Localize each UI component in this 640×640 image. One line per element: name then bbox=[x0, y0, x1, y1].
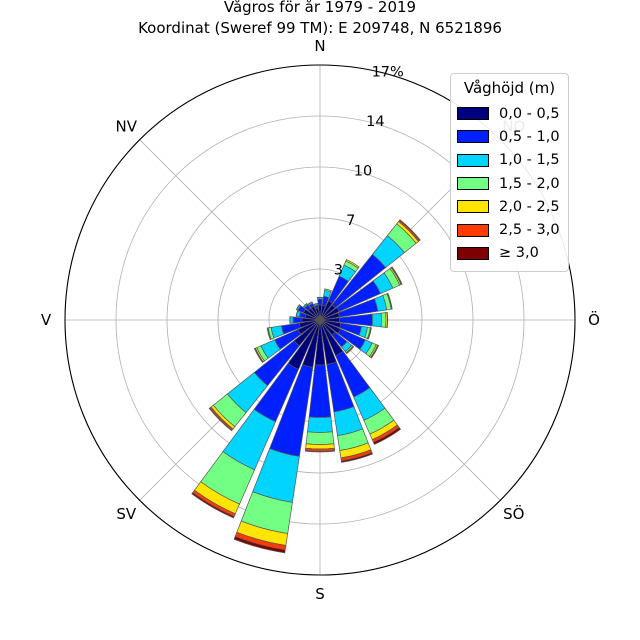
bar-segment-180-3 bbox=[305, 431, 335, 445]
bar-segment-75-5 bbox=[387, 292, 393, 310]
legend-swatch-1 bbox=[457, 130, 489, 144]
chart-subtitle: Koordinat (Sweref 99 TM): E 209748, N 65… bbox=[138, 19, 502, 37]
grid-spoke-7 bbox=[139, 139, 321, 321]
legend-label-5: 2,5 - 3,0 bbox=[499, 222, 560, 239]
bar-segment-45-6 bbox=[399, 219, 421, 241]
radial-tick-label-1: 7 bbox=[346, 213, 355, 229]
rose-bars bbox=[191, 219, 421, 554]
bar-segment-195-6 bbox=[233, 536, 286, 554]
direction-label-N: N bbox=[314, 37, 325, 55]
bar-segment-285-3 bbox=[295, 310, 299, 317]
bar-segment-210-6 bbox=[191, 492, 235, 519]
legend-label-3: 1,5 - 2,0 bbox=[499, 175, 560, 192]
legend-entry-6: ≥ 3,0 bbox=[457, 242, 562, 265]
legend-entry-4: 2,0 - 2,5 bbox=[457, 195, 562, 218]
direction-label-Ö: Ö bbox=[588, 310, 600, 329]
bar-segment-15-3 bbox=[324, 288, 332, 293]
bar-segment-270-1 bbox=[292, 316, 303, 324]
bar-segment-0-1 bbox=[317, 298, 323, 306]
radial-tick-label-2: 10 bbox=[354, 164, 372, 180]
bar-segment-180-4 bbox=[305, 443, 335, 450]
bar-segment-330-3 bbox=[307, 301, 313, 305]
legend-label-2: 1,0 - 1,5 bbox=[499, 152, 560, 169]
legend-label-4: 2,0 - 2,5 bbox=[499, 198, 560, 215]
bar-segment-165-6 bbox=[340, 452, 373, 463]
direction-label-V: V bbox=[41, 311, 52, 329]
bar-segment-60-6 bbox=[391, 266, 403, 285]
bar-segment-105-5 bbox=[367, 327, 372, 340]
bar-segment-90-5 bbox=[386, 312, 389, 328]
direction-label-S: S bbox=[315, 585, 325, 603]
bar-segment-240-6 bbox=[253, 348, 264, 363]
legend-label-6: ≥ 3,0 bbox=[499, 245, 539, 262]
direction-label-SÖ: SÖ bbox=[503, 504, 524, 523]
legend-label-1: 0,5 - 1,0 bbox=[499, 128, 560, 145]
legend-swatch-3 bbox=[457, 177, 489, 191]
radial-tick-label-4: 17% bbox=[372, 65, 404, 81]
bar-segment-90-2 bbox=[371, 312, 382, 328]
direction-label-NV: NV bbox=[116, 117, 138, 135]
polar-frame bbox=[64, 64, 576, 576]
radial-tick-label-0: 3 bbox=[334, 263, 343, 279]
bar-segment-345-3 bbox=[313, 302, 318, 306]
legend-title: Våghöjd (m) bbox=[463, 79, 556, 97]
bar-segment-180-6 bbox=[304, 450, 336, 453]
legend-entry-1: 0,5 - 1,0 bbox=[457, 125, 562, 148]
bar-segment-315-3 bbox=[302, 302, 308, 308]
legend-swatch-4 bbox=[457, 200, 489, 214]
legend-entry-0: 0,0 - 0,5 bbox=[457, 102, 562, 125]
bar-segment-30-4 bbox=[345, 259, 360, 269]
legend: Våghöjd (m) 0,0 - 0,5 0,5 - 1,0 1,0 - 1,5 1… bbox=[450, 73, 569, 273]
bar-segment-180-2 bbox=[307, 416, 333, 433]
bar-segment-120-6 bbox=[370, 345, 380, 359]
radial-tick-label-3: 14 bbox=[366, 114, 384, 130]
direction-label-SV: SV bbox=[116, 505, 137, 523]
legend-swatch-0 bbox=[457, 107, 489, 121]
legend-entry-5: 2,5 - 3,0 bbox=[457, 218, 562, 241]
bar-segment-135-5 bbox=[346, 346, 355, 355]
legend-swatch-5 bbox=[457, 223, 489, 237]
legend-entries: 0,0 - 0,5 0,5 - 1,0 1,0 - 1,5 1,5 - 2,0 2,0 … bbox=[457, 102, 562, 265]
legend-swatch-2 bbox=[457, 153, 489, 167]
bar-segment-300-3 bbox=[295, 304, 300, 311]
bar-segment-90-3 bbox=[380, 312, 387, 328]
bar-segment-255-5 bbox=[266, 327, 271, 340]
chart-title: Vågros för år 1979 - 2019 bbox=[223, 0, 417, 16]
legend-label-0: 0,0 - 0,5 bbox=[499, 105, 560, 122]
legend-entry-2: 1,0 - 1,5 bbox=[457, 149, 562, 172]
bar-segment-150-6 bbox=[372, 426, 402, 445]
bar-segment-270-2 bbox=[289, 316, 294, 324]
bar-segment-225-6 bbox=[208, 407, 233, 432]
legend-entry-3: 1,5 - 2,0 bbox=[457, 172, 562, 195]
legend-swatch-6 bbox=[457, 246, 489, 260]
